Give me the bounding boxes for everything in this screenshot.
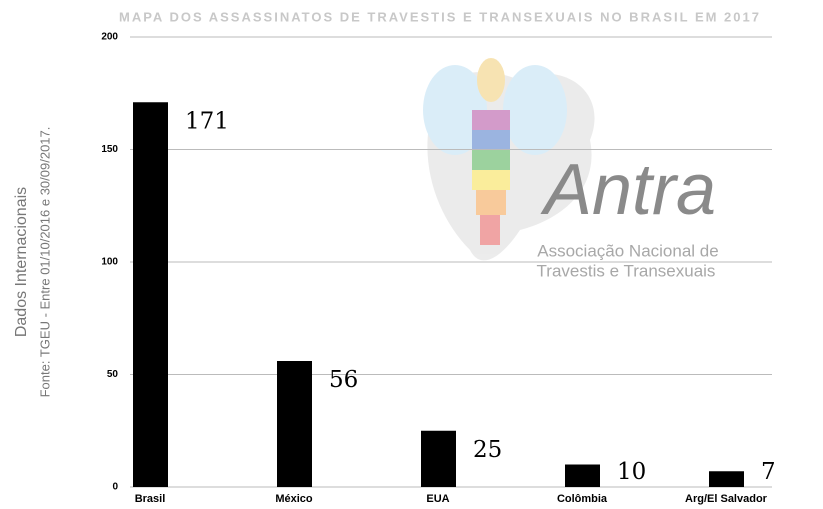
y-tick-label: 0 — [112, 482, 118, 493]
data-label: 25 — [473, 437, 502, 463]
x-tick-label: EUA — [426, 493, 449, 505]
x-tick-label: Arg/El Salvador — [685, 493, 768, 505]
watermark-line: Associação Nacional de — [537, 241, 718, 260]
watermark-line: Travestis e Transexuais — [537, 261, 716, 280]
x-tick-label: México — [275, 493, 313, 505]
y-tick-label: 50 — [107, 369, 119, 380]
y-tick-label: 100 — [101, 257, 118, 268]
y-axis-label: Dados Internacionais — [13, 187, 30, 337]
data-label: 7 — [761, 459, 776, 485]
bar — [565, 464, 600, 487]
bar — [133, 102, 168, 487]
watermark-title: Antra — [540, 150, 716, 230]
bar — [277, 361, 312, 487]
data-label: 56 — [329, 367, 358, 393]
y-tick-label: 150 — [101, 144, 118, 155]
data-label: 10 — [617, 459, 646, 485]
subtitle: Fonte: TGEU - Entre 01/10/2016 e 30/09/2… — [37, 127, 52, 398]
data-label: 171 — [185, 108, 229, 134]
y-tick-label: 200 — [101, 32, 118, 43]
chart-title: MAPA DOS ASSASSINATOS DE TRAVESTIS E TRA… — [119, 9, 761, 24]
logo-figure — [423, 58, 595, 261]
x-tick-label: Brasil — [135, 493, 166, 505]
bar — [421, 430, 456, 487]
bar — [709, 471, 744, 487]
x-tick-label: Colômbia — [557, 493, 608, 505]
